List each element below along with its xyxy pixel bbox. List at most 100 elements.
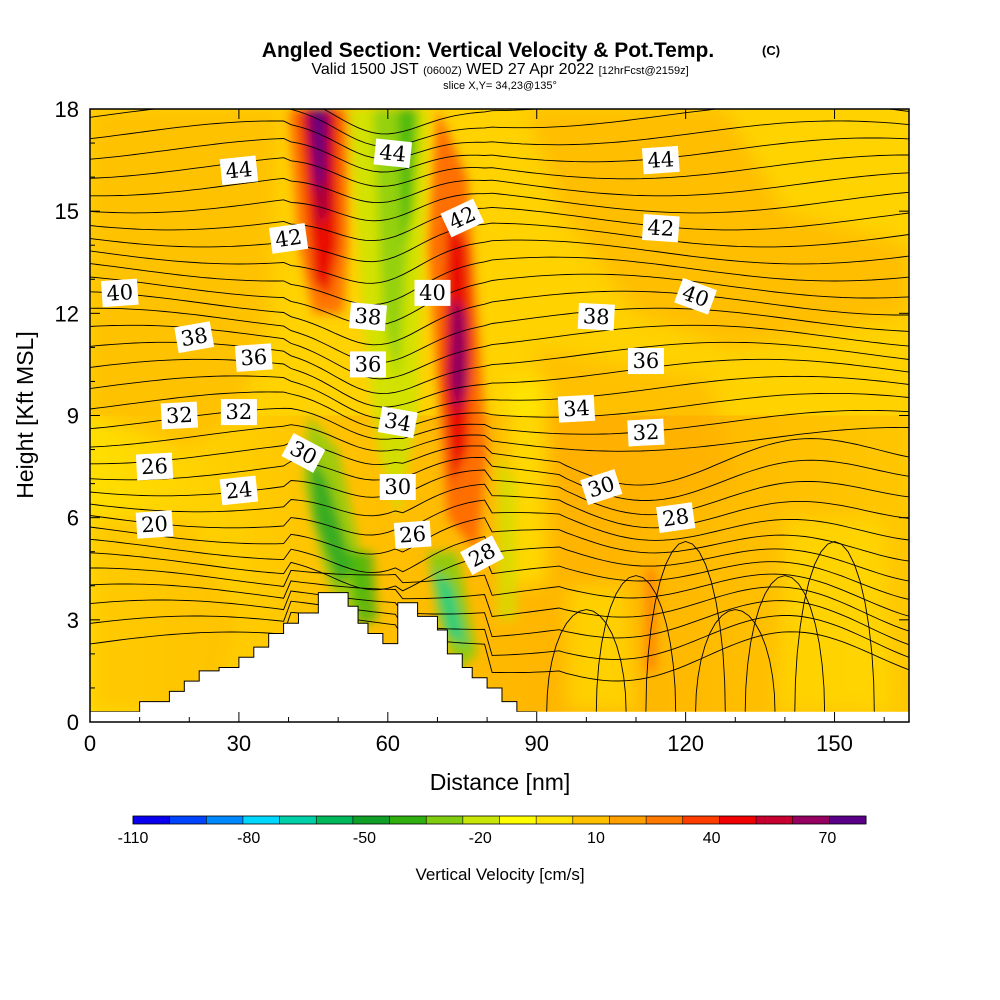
contour-label-text: 30 xyxy=(384,475,411,499)
contour-label: 38 xyxy=(348,302,388,332)
contour-label-text: 44 xyxy=(378,140,407,167)
colorbar-tick-label: 10 xyxy=(587,830,605,847)
y-axis-title: Height [Kft MSL] xyxy=(12,331,38,498)
contour-label: 30 xyxy=(379,474,416,501)
x-tick-label: 30 xyxy=(227,731,251,756)
contour-label-text: 20 xyxy=(140,512,168,538)
contour-label: 28 xyxy=(656,502,696,534)
contour-label: 36 xyxy=(234,343,273,372)
colorbar-swatch xyxy=(572,816,610,824)
contour-label-text: 32 xyxy=(165,403,193,428)
contour-label-text: 32 xyxy=(226,400,253,424)
contour-label: 32 xyxy=(160,401,199,430)
colorbar-tick-label: -50 xyxy=(353,830,376,847)
x-tick-label: 0 xyxy=(84,731,96,756)
contour-label-text: 38 xyxy=(354,304,383,330)
contour-label: 24 xyxy=(219,475,259,506)
contour-label: 44 xyxy=(219,155,259,186)
contour-label-text: 42 xyxy=(647,215,675,241)
colorbar-swatch xyxy=(316,816,354,824)
y-tick-label: 18 xyxy=(55,97,79,122)
velocity-field xyxy=(90,109,909,722)
contour-label-text: 40 xyxy=(419,281,446,305)
y-tick-label: 3 xyxy=(67,608,79,633)
y-tick-label: 9 xyxy=(67,404,79,429)
contour-label-text: 40 xyxy=(106,280,134,306)
contour-label: 38 xyxy=(174,321,215,354)
contour-label-text: 26 xyxy=(141,454,169,479)
contour-label: 20 xyxy=(135,510,174,539)
colorbar-swatch xyxy=(169,816,207,824)
contour-label-text: 34 xyxy=(382,408,412,436)
contour-label: 44 xyxy=(641,145,680,175)
chart-title: Angled Section: Vertical Velocity & Pot.… xyxy=(262,39,714,62)
contour-label-text: 36 xyxy=(240,345,268,371)
contour-label-text: 38 xyxy=(582,304,610,329)
colorbar-swatch xyxy=(279,816,317,824)
colorbar-swatch xyxy=(352,816,391,824)
colorbar-title: Vertical Velocity [cm/s] xyxy=(415,865,584,884)
colorbar-swatch xyxy=(206,816,244,824)
slice-info: slice X,Y= 34,23@135° xyxy=(443,80,557,92)
colorbar-swatch xyxy=(756,816,794,824)
colorbar-tick-label: -20 xyxy=(469,830,492,847)
colorbar-swatch xyxy=(242,816,281,824)
contour-label: 34 xyxy=(377,406,418,439)
contour-label-text: 36 xyxy=(355,352,382,376)
contour-label-text: 28 xyxy=(661,504,691,531)
x-axis: 0 30 60 90 120 150 xyxy=(84,109,885,756)
contour-label: 32 xyxy=(627,418,665,447)
colorbar-swatch xyxy=(426,816,464,824)
contour-label: 36 xyxy=(349,351,386,378)
colorbar-tick-label: -80 xyxy=(237,830,260,847)
pot-temp-contours xyxy=(90,109,909,712)
terrain xyxy=(90,592,538,722)
contour-label-text: 36 xyxy=(633,349,660,373)
colorbar-swatch xyxy=(462,816,500,824)
y-tick-label: 12 xyxy=(55,301,79,326)
colorbar-swatch xyxy=(829,816,867,824)
colorbar-tick-label: 70 xyxy=(819,830,837,847)
colorbar: -110 -80 -50 -20 10 40 70 xyxy=(118,815,867,847)
contour-label: 26 xyxy=(393,520,432,549)
y-tick-label: 0 xyxy=(67,710,79,735)
contour-label: 32 xyxy=(220,399,257,426)
contour-label: 42 xyxy=(268,223,309,254)
colorbar-swatch xyxy=(536,816,574,824)
contour-label-text: 38 xyxy=(179,323,209,351)
colorbar-tick-label: -110 xyxy=(118,830,149,847)
colorbar-swatch xyxy=(792,816,830,824)
contour-label: 40 xyxy=(100,278,139,308)
x-tick-label: 120 xyxy=(667,731,704,756)
contour-label: 36 xyxy=(627,348,664,375)
colorbar-swatch xyxy=(646,816,684,824)
contour-label-text: 44 xyxy=(647,147,675,173)
contour-label: 38 xyxy=(577,302,615,331)
plot-area xyxy=(90,109,909,722)
colorbar-swatch xyxy=(499,816,537,824)
contour-label: 42 xyxy=(641,213,680,243)
y-tick-label: 15 xyxy=(55,199,79,224)
y-tick-label: 6 xyxy=(67,506,79,531)
contour-label-text: 44 xyxy=(224,157,253,184)
colorbar-tick-label: 40 xyxy=(703,830,721,847)
surface-strip xyxy=(90,711,909,722)
x-tick-label: 150 xyxy=(816,731,853,756)
x-tick-label: 90 xyxy=(524,731,548,756)
contour-label: 34 xyxy=(557,394,596,423)
colorbar-swatch xyxy=(682,816,720,824)
contour-label: 26 xyxy=(135,452,174,481)
contour-label-text: 26 xyxy=(398,522,426,548)
colorbar-swatch xyxy=(719,816,757,824)
contour-label-text: 32 xyxy=(632,420,660,445)
chart-subtitle: Valid 1500 JST (0600Z) WED 27 Apr 2022 [… xyxy=(311,61,688,78)
contour-label-text: 42 xyxy=(274,225,304,252)
x-axis-title: Distance [nm] xyxy=(430,769,571,795)
x-tick-label: 60 xyxy=(376,731,400,756)
colorbar-swatch xyxy=(389,816,427,824)
contour-label: 40 xyxy=(414,279,451,306)
colorbar-swatch xyxy=(609,816,647,824)
contour-label-text: 34 xyxy=(562,396,590,421)
